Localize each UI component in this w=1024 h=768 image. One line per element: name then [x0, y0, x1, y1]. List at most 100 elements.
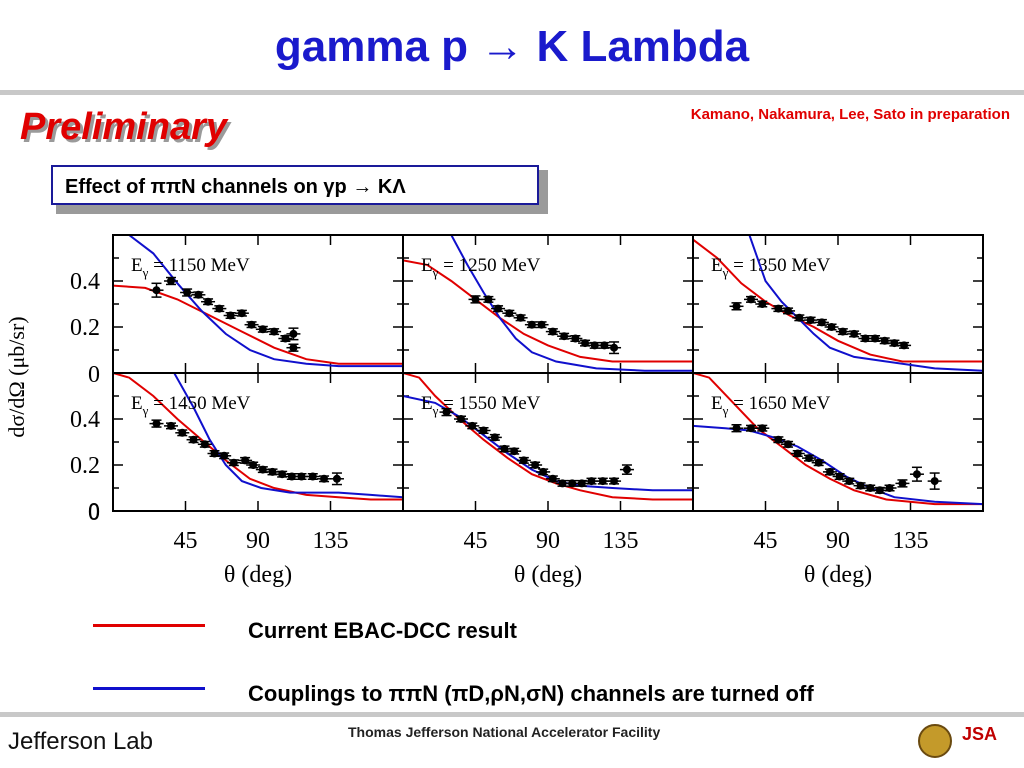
energy-label: Eγ = 1150 MeV [131, 255, 250, 280]
data-point [505, 309, 514, 318]
curves [693, 235, 983, 372]
y-tick-label: 0.2 [70, 453, 100, 479]
data-point [758, 424, 767, 433]
energy-subscript: γ [432, 403, 439, 418]
data-point [537, 320, 546, 329]
panel-3: Eγ = 1350 MeV [692, 234, 984, 374]
energy-label: Eγ = 1450 MeV [131, 393, 251, 418]
x-axis-label: θ (deg) [514, 562, 582, 588]
red-curve [113, 284, 403, 365]
data-point [281, 334, 290, 343]
data-point [610, 343, 619, 352]
data-point [531, 461, 540, 469]
data-point [287, 472, 296, 481]
data-point [774, 435, 783, 444]
data-point [850, 329, 859, 338]
data-point [289, 343, 298, 352]
data-point [320, 474, 329, 483]
data-point [581, 339, 590, 348]
data-point [278, 470, 287, 479]
blue-curve [173, 373, 403, 499]
data-point [484, 295, 493, 304]
data-point [900, 341, 909, 350]
red-curve [693, 373, 983, 506]
data-point [210, 449, 219, 458]
data-point [297, 472, 306, 481]
data-point [747, 295, 755, 304]
y-tick-label: 0.4 [70, 407, 100, 433]
data-point [548, 327, 557, 336]
data-point [814, 458, 823, 467]
data-point [558, 479, 567, 488]
energy-symbol: E [711, 393, 723, 414]
chart-grid: Eγ = 1150 MeV Eγ = 1250 MeV Eγ = 1350 MeVE… [70, 234, 984, 588]
curves [403, 373, 693, 501]
data-point [784, 306, 793, 315]
energy-symbol: E [131, 255, 143, 276]
y-axis-label: dσ/dΩ (μb/sr) [4, 316, 29, 437]
red-curve [403, 259, 693, 363]
data-point [258, 325, 267, 334]
data-point [152, 419, 161, 428]
bottom-divider [0, 712, 1024, 717]
data-point [471, 295, 480, 304]
data-point [308, 472, 317, 481]
curves [113, 235, 403, 368]
data-point [861, 334, 870, 343]
y-tick-label: 0.4 [70, 269, 100, 295]
data-point [516, 313, 525, 322]
data-point [204, 297, 213, 306]
energy-value: = 1350 MeV [728, 255, 830, 276]
data-point [885, 484, 894, 492]
data-point [270, 327, 279, 336]
facility-name: Thomas Jefferson National Accelerator Fa… [348, 724, 661, 740]
blue-curve [450, 235, 693, 372]
panel-1: Eγ = 1150 MeV [112, 234, 404, 374]
legend-blue-label: Couplings to ππN (πD,ρN,σN) channels are… [248, 681, 814, 706]
data-point [835, 472, 844, 481]
data-point [825, 467, 834, 476]
energy-value: = 1150 MeV [148, 255, 250, 276]
data-point [912, 470, 921, 479]
data-point [519, 456, 528, 465]
data-point [249, 461, 258, 469]
x-tick-label: 135 [893, 528, 929, 554]
data-point [560, 332, 569, 341]
energy-value: = 1550 MeV [438, 393, 540, 414]
data-point [494, 304, 503, 313]
data-point [152, 286, 161, 295]
slide-title: gamma p → K Lambda [274, 22, 750, 71]
data-point [200, 440, 209, 449]
y-tick-label: 0 [88, 500, 100, 526]
x-axis-label: θ (deg) [224, 562, 292, 588]
energy-subscript: γ [142, 265, 149, 280]
blue-curve [693, 424, 983, 506]
data-point [247, 320, 256, 329]
curves [403, 235, 693, 372]
y-tick-label: 0 [88, 499, 100, 525]
data-point [732, 424, 741, 433]
energy-symbol: E [421, 255, 433, 276]
x-tick-label: 90 [246, 528, 270, 554]
credit-text: Kamano, Nakamura, Lee, Sato in preparati… [690, 106, 1010, 123]
data-point [332, 474, 341, 483]
x-tick-label: 45 [754, 528, 778, 554]
x-tick-label: 90 [536, 528, 560, 554]
data-point [817, 318, 826, 327]
data-point [490, 433, 499, 442]
data-point [457, 415, 465, 423]
energy-subscript: γ [722, 403, 729, 418]
data-point [229, 458, 238, 467]
y-axis-label-svg: dσ/dΩ (μb/sr) [4, 316, 29, 437]
data-point [571, 334, 580, 343]
panel-4: Eγ = 1450 MeV [112, 372, 404, 512]
x-tick-label: 45 [464, 528, 488, 554]
red-curve [693, 238, 983, 363]
curves [113, 373, 403, 501]
data-point [548, 474, 557, 483]
data-point [442, 408, 451, 417]
data-point [600, 341, 609, 350]
energy-subscript: γ [142, 403, 149, 418]
data-point [898, 479, 907, 488]
red-curve [113, 373, 403, 501]
